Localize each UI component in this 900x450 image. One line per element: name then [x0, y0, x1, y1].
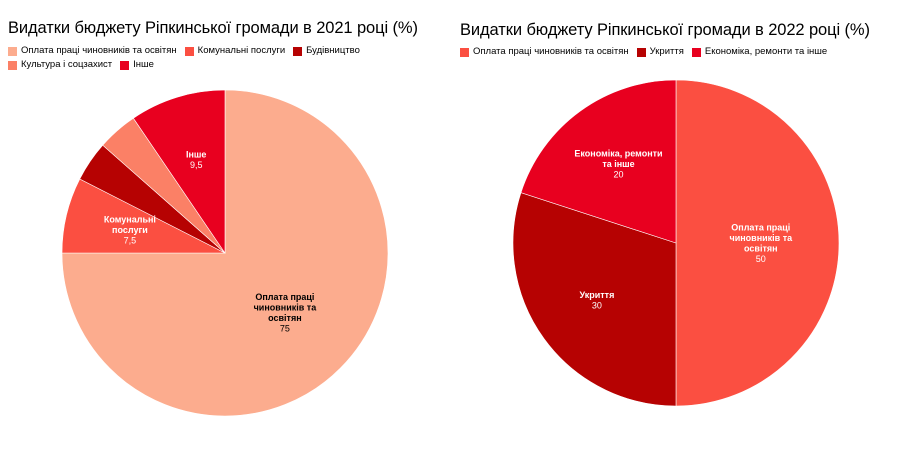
legend-swatch: [8, 60, 17, 70]
chart-title: Видатки бюджету Ріпкинської громади в 20…: [8, 19, 418, 37]
slice-label-line: освітян: [744, 243, 778, 253]
chart-title: Видатки бюджету Ріпкинської громади в 20…: [460, 21, 870, 39]
slice-label-line: Комунальні: [104, 215, 156, 225]
legend-swatch: [691, 47, 701, 57]
legend-item: Оплата праці чиновників та освітян: [460, 45, 629, 59]
legend-label: Оплата праці чиновників та освітян: [21, 45, 177, 56]
legend-item: Комунальні послуги: [184, 44, 286, 58]
pie-chart: Оплата праці чиновників та освітян 50 Укритт…: [512, 79, 840, 407]
legend-label: Комунальні послуги: [197, 45, 286, 56]
slice-label: Економіка, ремонти та інше 20: [574, 148, 662, 179]
slice-label-line: та інше: [602, 159, 634, 169]
chart-legend: Оплата праці чиновників та освітян Комуна…: [8, 44, 438, 72]
slice-label-line: освітян: [268, 313, 302, 323]
legend-item: Культура і соцзахист: [8, 58, 112, 72]
pie-slice-економіка-ремонти-та-інше: [520, 79, 677, 244]
legend-label: Укриття: [649, 46, 684, 57]
slice-label-line: чиновників та: [729, 233, 793, 243]
pie-slice-оплата-праці-чиновників-та-освітян: [675, 79, 840, 407]
legend-item: Оплата праці чиновників та освітян: [8, 44, 177, 58]
legend-swatch: [8, 46, 17, 56]
pie-chart: Оплата праці чиновників та освітян 75 Комуна…: [61, 89, 389, 417]
slice-label-line: чиновників та: [254, 303, 318, 313]
slice-label-line: Інше: [186, 149, 206, 159]
chart-legend: Оплата праці чиновників та освітян Укритт…: [460, 45, 890, 59]
legend-label: Культура і соцзахист: [21, 59, 113, 70]
slice-value-label: 7,5: [124, 236, 137, 246]
pie-slice-укриття: [512, 192, 677, 407]
legend-item: Укриття: [636, 45, 684, 59]
slice-value-label: 50: [756, 254, 766, 264]
legend-swatch: [293, 46, 303, 56]
slice-label-line: Оплата праці: [731, 222, 790, 232]
slice-label: Оплата праці чиновників та освітян 75: [254, 292, 318, 334]
legend-swatch: [636, 47, 646, 57]
slice-value-label: 30: [592, 301, 602, 311]
slice-label: Комунальні послуги 7,5: [104, 215, 156, 246]
legend-item: Будівництво: [293, 44, 360, 58]
slice-value-label: 75: [280, 324, 290, 334]
slice-label-line: Укриття: [579, 290, 614, 300]
pie-slice-інше: [132, 89, 226, 254]
slice-label: Інше 9,5: [186, 149, 206, 170]
legend-item: Економіка, ремонти та інше: [691, 45, 828, 59]
slice-label: Укриття 30: [579, 290, 614, 311]
slice-label: Оплата праці чиновників та освітян 50: [729, 222, 793, 263]
legend-label: Будівництво: [306, 45, 360, 56]
legend-swatch: [184, 46, 194, 56]
chart-2021: Видатки бюджету Ріпкинської громади в 20…: [8, 19, 438, 417]
slice-label-line: Економіка, ремонти: [574, 148, 662, 158]
slice-value-label: 9,5: [190, 160, 203, 170]
legend-swatch: [120, 60, 130, 70]
legend-item: Інше: [120, 58, 154, 72]
pie-slice-оплата-праці-чиновників-та-освітян: [61, 89, 389, 417]
slice-label-line: Оплата праці: [255, 292, 314, 302]
slice-value-label: 20: [613, 169, 623, 179]
legend-label: Економіка, ремонти та інше: [704, 46, 828, 57]
legend-label: Оплата праці чиновників та освітян: [473, 46, 629, 57]
legend-swatch: [460, 47, 469, 57]
slice-label-line: послуги: [112, 225, 148, 235]
legend-label: Інше: [133, 59, 154, 70]
chart-2022: Видатки бюджету Ріпкинської громади в 20…: [450, 0, 900, 450]
